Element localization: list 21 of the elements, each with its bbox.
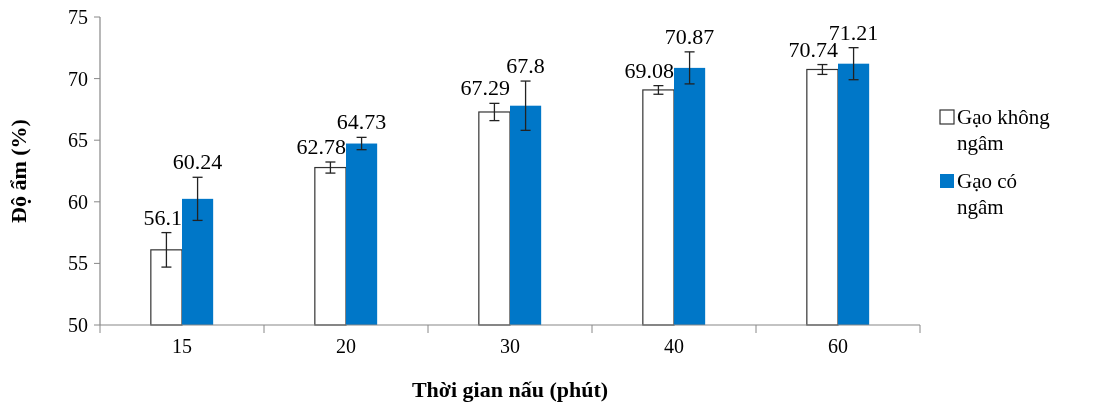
y-tick-label: 70 xyxy=(68,67,88,90)
x-tick-label: 40 xyxy=(664,335,684,357)
y-tick-label: 50 xyxy=(68,314,88,336)
y-axis-title: Độ ẩm (%) xyxy=(6,119,31,223)
y-tick-label: 65 xyxy=(68,129,88,152)
data-label: 62.78 xyxy=(296,134,346,160)
x-tick-label: 60 xyxy=(828,335,848,357)
data-label: 69.08 xyxy=(624,57,674,83)
x-tick-label: 15 xyxy=(172,335,192,357)
x-axis-title: Thời gian nấu (phút) xyxy=(411,377,609,402)
data-label: 56.1 xyxy=(143,204,182,230)
x-tick-label: 20 xyxy=(336,335,356,357)
x-tick-label: 30 xyxy=(500,335,520,357)
data-label: 70.87 xyxy=(664,23,715,49)
legend-label: Gạo không ngâm xyxy=(957,105,1051,155)
y-tick-label: 55 xyxy=(68,252,88,275)
data-label: 60.24 xyxy=(172,149,223,175)
data-label: 64.73 xyxy=(336,109,387,135)
legend-label: Gạo có ngâm xyxy=(957,169,1018,219)
y-tick-label: 75 xyxy=(68,6,88,28)
y-tick-label: 60 xyxy=(68,190,88,213)
